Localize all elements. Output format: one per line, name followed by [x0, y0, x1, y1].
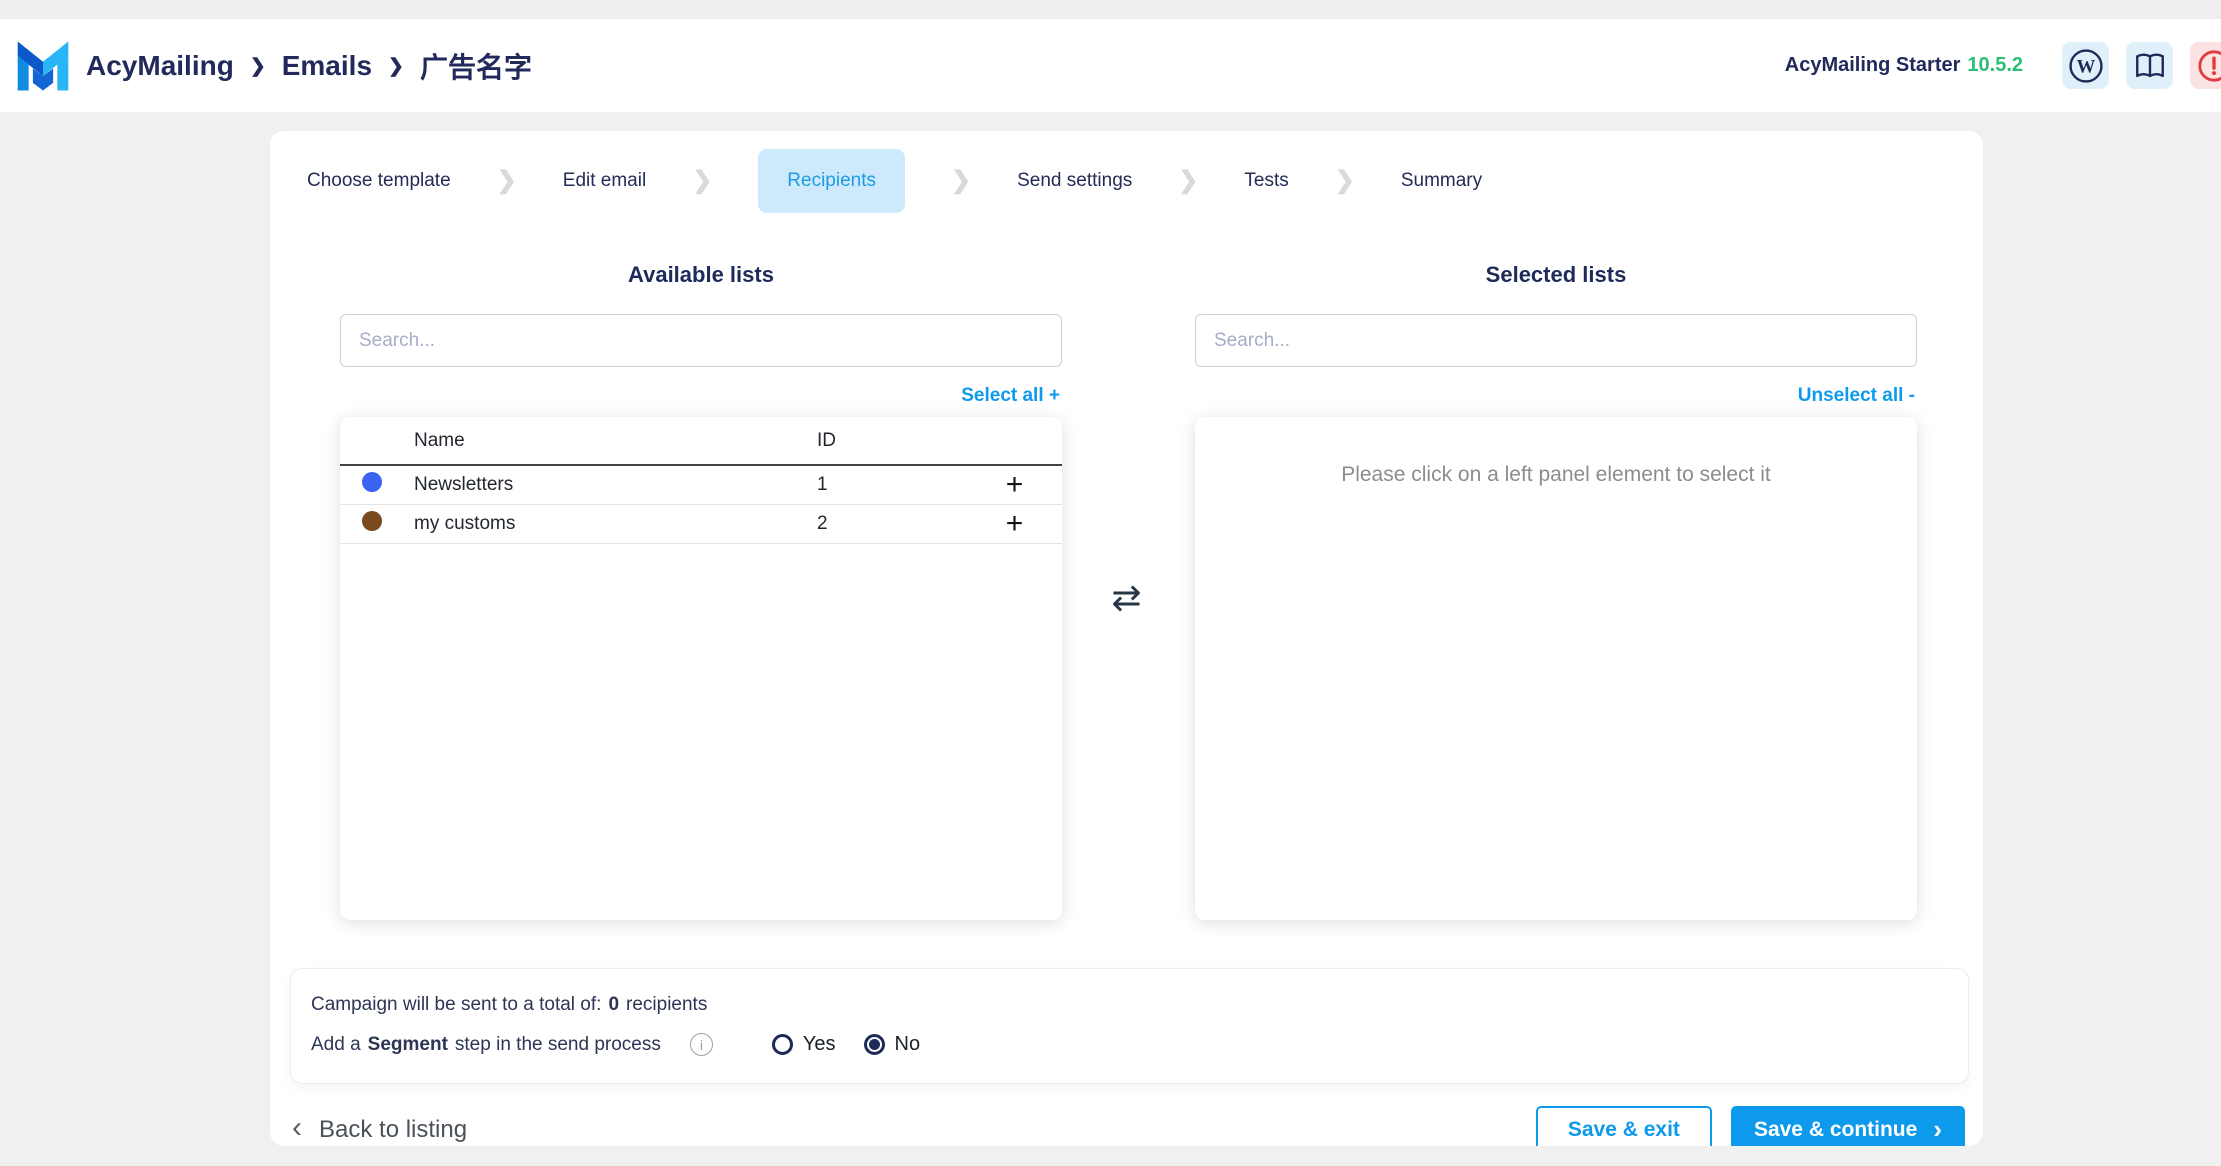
available-lists-card: Name ID Newsletters 1 + [340, 417, 1062, 920]
available-lists-panel: Available lists Select all + Name ID [340, 262, 1062, 920]
list-name: my customs [396, 504, 817, 544]
acymailing-logo[interactable] [16, 39, 70, 93]
wordpress-button[interactable]: W [2062, 42, 2109, 89]
step-navigation: Choose template ❯ Edit email ❯ Recipient… [270, 131, 1983, 213]
chevron-right-icon: ❯ [1334, 167, 1355, 194]
campaign-summary-card: Campaign will be sent to a total of: 0 r… [290, 968, 1969, 1084]
segment-label-bold: Segment [367, 1033, 448, 1055]
lists-columns: Available lists Select all + Name ID [270, 262, 1983, 920]
chevron-left-icon: ‹ [292, 1111, 302, 1144]
segment-yes-option[interactable]: Yes [771, 1033, 836, 1056]
chevron-right-icon: ❯ [1178, 167, 1199, 194]
list-color-dot [362, 510, 382, 531]
tab-summary[interactable]: Summary [1400, 169, 1483, 191]
breadcrumb: AcyMailing ❯ Emails ❯ 广告名字 [86, 46, 532, 86]
recipients-total-line: Campaign will be sent to a total of: 0 r… [311, 994, 1968, 1016]
book-icon [2135, 52, 2164, 77]
svg-text:W: W [2076, 56, 2095, 77]
tab-send-settings[interactable]: Send settings [1017, 169, 1133, 191]
list-color-dot [362, 471, 382, 492]
segment-radio-group: Yes No [771, 1033, 921, 1056]
segment-no-option[interactable]: No [863, 1033, 921, 1056]
footer-actions: ‹ Back to listing Save & exit Save & con… [292, 1106, 1965, 1146]
list-id: 2 [817, 504, 967, 544]
breadcrumb-section-emails[interactable]: Emails [281, 49, 373, 81]
selected-lists-card: Please click on a left panel element to … [1195, 417, 1917, 920]
segment-option-line: Add a Segment step in the send process i… [311, 1033, 1968, 1056]
save-continue-label: Save & continue [1753, 1118, 1918, 1141]
alert-button[interactable] [2190, 42, 2221, 89]
save-buttons: Save & exit Save & continue › [1535, 1106, 1965, 1146]
selected-lists-panel: Selected lists Unselect all - Please cli… [1195, 262, 1917, 920]
empty-selection-message: Please click on a left panel element to … [1341, 463, 1771, 486]
info-icon[interactable]: i [689, 1033, 713, 1056]
chevron-right-icon: ❯ [951, 167, 972, 194]
table-header-row: Name ID [340, 417, 1062, 466]
selected-lists-title: Selected lists [1485, 262, 1627, 287]
back-to-listing-label: Back to listing [319, 1116, 468, 1143]
name-column-header: Name [396, 417, 817, 466]
list-name: Newsletters [396, 465, 817, 505]
radio-no[interactable] [863, 1034, 885, 1055]
table-row[interactable]: my customs 2 + [340, 504, 1062, 544]
add-list-button[interactable]: + [1005, 506, 1024, 540]
available-lists-title: Available lists [628, 262, 774, 287]
admin-top-strip [0, 0, 2221, 19]
documentation-button[interactable] [2126, 42, 2173, 89]
tab-recipients[interactable]: Recipients [758, 148, 906, 213]
available-lists-search-input[interactable] [340, 314, 1062, 367]
radio-no-label: No [894, 1033, 921, 1055]
selected-lists-search-input[interactable] [1195, 314, 1917, 367]
radio-yes[interactable] [771, 1034, 793, 1055]
radio-yes-label: Yes [802, 1033, 836, 1055]
wordpress-icon: W [2068, 48, 2103, 83]
header-right: AcyMailing Starter 10.5.2 W [1785, 42, 2221, 89]
plan-version: AcyMailing Starter 10.5.2 [1785, 54, 2023, 77]
swap-arrows-icon: ⇄ [1111, 577, 1142, 618]
tab-edit-email[interactable]: Edit email [562, 169, 647, 191]
add-list-button[interactable]: + [1005, 467, 1024, 501]
acymailing-logo-icon [17, 41, 69, 90]
breadcrumb-app[interactable]: AcyMailing [86, 49, 234, 81]
breadcrumb-chevron-icon: ❯ [249, 56, 266, 77]
chevron-right-icon: ❯ [692, 167, 713, 194]
plan-name: AcyMailing Starter [1784, 54, 1961, 76]
id-column-header: ID [817, 417, 967, 466]
chevron-right-icon: › [1933, 1114, 1942, 1144]
breadcrumb-chevron-icon: ❯ [388, 56, 404, 77]
tab-tests[interactable]: Tests [1244, 169, 1289, 191]
app-header: AcyMailing ❯ Emails ❯ 广告名字 AcyMailing St… [0, 19, 2221, 112]
save-exit-button[interactable]: Save & exit [1535, 1106, 1712, 1146]
available-lists-table: Name ID Newsletters 1 + [340, 417, 1062, 544]
version-number: 10.5.2 [1967, 54, 2023, 76]
tab-choose-template[interactable]: Choose template [307, 169, 451, 191]
color-column-header [340, 417, 396, 466]
segment-label-suffix: step in the send process [454, 1033, 661, 1055]
add-column-header [967, 417, 1062, 466]
recipients-total-suffix: recipients [626, 994, 708, 1015]
recipients-total-prefix: Campaign will be sent to a total of: [311, 994, 602, 1015]
page-background: Choose template ❯ Edit email ❯ Recipient… [0, 112, 2221, 1166]
list-id: 1 [817, 465, 967, 505]
back-to-listing-link[interactable]: ‹ Back to listing [292, 1111, 468, 1145]
table-row[interactable]: Newsletters 1 + [340, 465, 1062, 505]
alert-icon [2197, 49, 2221, 82]
breadcrumb-current-campaign: 广告名字 [419, 51, 532, 83]
select-all-link[interactable]: Select all + [961, 385, 1060, 406]
unselect-all-link[interactable]: Unselect all - [1797, 385, 1915, 406]
save-continue-button[interactable]: Save & continue › [1730, 1106, 1965, 1146]
recipients-total-count: 0 [608, 994, 620, 1015]
segment-label-prefix: Add a [311, 1033, 361, 1055]
chevron-right-icon: ❯ [496, 167, 517, 194]
main-content-card: Choose template ❯ Edit email ❯ Recipient… [270, 131, 1983, 1146]
